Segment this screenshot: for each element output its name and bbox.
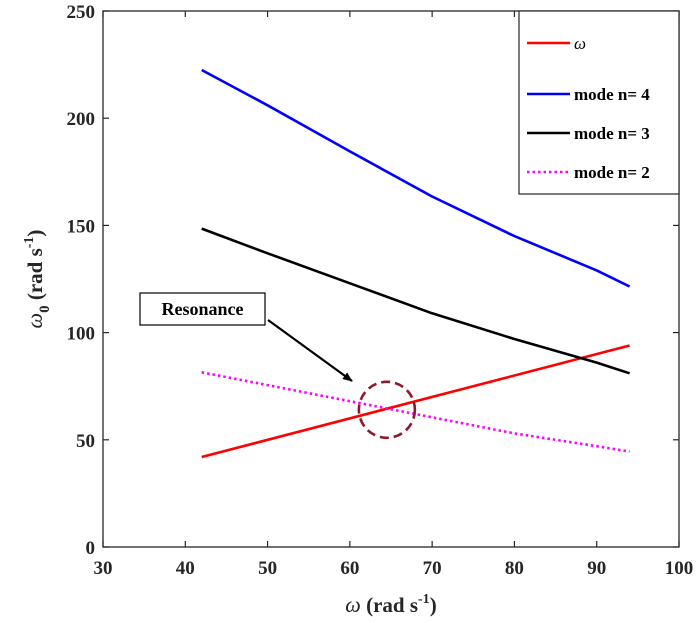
x-tick-label: 60: [340, 558, 359, 579]
x-tick-label: 100: [665, 558, 694, 579]
y-tick-label: 50: [76, 431, 95, 452]
x-axis-unit: (rad s: [361, 593, 418, 617]
annotation-box: [139, 292, 266, 326]
y-axis-sup: -1: [22, 237, 37, 249]
series-line-2: [201, 227, 631, 375]
plot-area: [201, 68, 631, 459]
y-tick-label: 200: [67, 109, 96, 130]
x-tick-label: 90: [587, 558, 606, 579]
legend-label-1: mode n= 4: [574, 85, 650, 104]
axes-box: [102, 10, 680, 548]
series-line-0: [201, 344, 630, 459]
x-tick-label: 50: [258, 558, 277, 579]
y-axis-symbol: ω: [22, 313, 47, 329]
y-tick-label: 100: [67, 324, 96, 345]
annotation-arrow: [267, 319, 353, 382]
axes: 30 40 50 60 70 80 90 100 0 50 100 150 200 250: [67, 2, 694, 579]
x-axis-label: ω (rad s-1): [345, 592, 436, 617]
y-axis-sub: 0: [37, 305, 53, 313]
annotation-label: Resonance: [162, 299, 244, 319]
x-axis-close: ): [430, 593, 437, 617]
resonance-annotation: Resonance: [139, 292, 417, 440]
y-axis-close: ): [23, 230, 47, 237]
legend: ω mode n= 4 mode n= 3 mode n= 2: [518, 10, 680, 195]
series-line-3: [201, 371, 630, 453]
y-tick-label: 0: [86, 538, 96, 559]
axis-titles: ω (rad s-1)ω0 (rad s-1): [22, 230, 437, 617]
x-axis-symbol: ω: [345, 592, 361, 617]
y-axis-label: ω0 (rad s-1): [22, 230, 53, 329]
legend-box: [518, 10, 680, 195]
legend-label-3: mode n= 2: [574, 163, 650, 182]
x-tick-label: 70: [423, 558, 442, 579]
y-axis-unit: (rad s: [23, 248, 47, 305]
x-tick-label: 40: [176, 558, 195, 579]
legend-label-2: mode n= 3: [574, 124, 650, 143]
resonance-circle: [357, 380, 417, 440]
series-line-1: [201, 68, 631, 288]
y-tick-label: 150: [67, 216, 96, 237]
legend-label-0: ω: [574, 34, 586, 53]
y-tick-label: 250: [67, 2, 96, 23]
x-axis-sup: -1: [418, 592, 430, 607]
x-tick-label: 30: [94, 558, 113, 579]
x-tick-label: 80: [505, 558, 524, 579]
